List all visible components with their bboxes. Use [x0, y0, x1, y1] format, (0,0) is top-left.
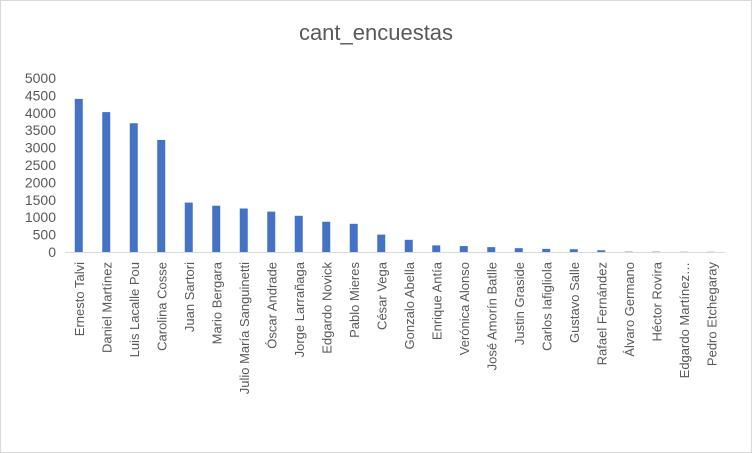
bar — [212, 205, 221, 252]
bar — [404, 239, 413, 252]
x-tick-label: César Vega — [374, 261, 389, 330]
bar — [377, 234, 386, 252]
bar — [294, 215, 303, 252]
x-tick-label: Héctor Rovira — [649, 261, 664, 341]
bars — [74, 98, 716, 253]
x-tick-label: Edgardo Novick — [319, 262, 334, 354]
y-tick-label: 0 — [48, 244, 56, 260]
x-tick-label: Edgardo Martínez… — [677, 262, 692, 378]
x-tick-label: Pedro Etchegaray — [704, 262, 719, 367]
bar — [487, 247, 496, 252]
x-tick-label: Jorge Larrañaga — [292, 261, 307, 357]
x-tick-label: Pablo Mieres — [347, 262, 362, 338]
y-tick-label: 1000 — [25, 209, 56, 225]
x-tick-label: Ernesto Talvi — [72, 262, 87, 336]
bar — [129, 123, 138, 253]
x-tick-label: Carlos Iafigliola — [539, 261, 554, 351]
bar — [102, 112, 111, 252]
bar — [542, 248, 551, 252]
x-tick-label: Verónica Alonso — [457, 262, 472, 355]
bar — [569, 249, 578, 252]
x-tick-label: Mario Bergara — [209, 261, 224, 344]
bar — [597, 250, 606, 252]
y-tick-label: 5000 — [25, 70, 56, 86]
bar — [432, 245, 441, 252]
bar — [157, 139, 166, 252]
x-tick-label: Álvaro Germano — [622, 262, 637, 357]
x-tick-label: Rafael Fernández — [594, 262, 609, 365]
x-tick-label: Gonzalo Abella — [402, 261, 417, 349]
x-tick-label: Gustavo Salle — [567, 262, 582, 343]
y-tick-label: 2500 — [25, 157, 56, 173]
x-tick-label: Óscar Andrade — [264, 262, 279, 349]
bar — [322, 221, 331, 252]
y-tick-label: 3500 — [25, 122, 56, 138]
bar — [267, 211, 276, 252]
y-tick-label: 2000 — [25, 174, 56, 190]
x-tick-label: Enrique Antía — [429, 261, 444, 340]
y-tick-label: 4000 — [25, 105, 56, 121]
y-tick-label: 1500 — [25, 192, 56, 208]
y-tick-label: 500 — [33, 227, 57, 243]
bar — [74, 98, 83, 252]
x-tick-label: Justin Graside — [512, 262, 527, 345]
x-tick-label: Luis Lacalle Pou — [127, 262, 142, 357]
x-tick-label: Julio María Sanguinetti — [237, 262, 252, 394]
y-tick-label: 4500 — [25, 87, 56, 103]
bar — [239, 208, 248, 252]
x-tick-label: José Amorín Batlle — [484, 262, 499, 370]
bar — [514, 248, 523, 252]
x-tick-label: Juan Sartori — [182, 262, 197, 332]
x-axis: Ernesto Talvi Daniel Martínez Luis Lacalle… — [72, 261, 720, 394]
y-tick-label: 3000 — [25, 140, 56, 156]
bar — [349, 223, 358, 252]
chart-title: cant_encuestas — [298, 20, 454, 45]
bar — [184, 202, 193, 252]
bar — [459, 246, 468, 252]
x-tick-label: Daniel Martínez — [99, 262, 114, 353]
x-tick-label: Carolina Cosse — [154, 262, 169, 351]
